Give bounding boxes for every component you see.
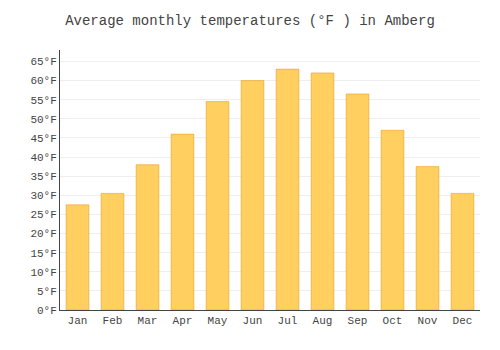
svg-text:35°F: 35°F: [30, 171, 56, 183]
svg-text:65°F: 65°F: [30, 56, 56, 68]
svg-text:40°F: 40°F: [30, 152, 56, 164]
svg-text:Mar: Mar: [138, 315, 158, 327]
svg-text:May: May: [208, 315, 228, 327]
svg-text:30°F: 30°F: [30, 190, 56, 202]
svg-text:25°F: 25°F: [30, 209, 56, 221]
svg-text:Jan: Jan: [68, 315, 88, 327]
svg-text:10°F: 10°F: [30, 267, 56, 279]
svg-text:45°F: 45°F: [30, 133, 56, 145]
svg-text:Dec: Dec: [453, 315, 473, 327]
svg-text:Aug: Aug: [313, 315, 333, 327]
svg-text:20°F: 20°F: [30, 228, 56, 240]
svg-text:Jun: Jun: [243, 315, 263, 327]
svg-text:5°F: 5°F: [37, 286, 57, 298]
svg-text:Jul: Jul: [278, 315, 298, 327]
svg-text:Apr: Apr: [173, 315, 193, 327]
svg-text:Average monthly temperatures (: Average monthly temperatures (°F ) in Am…: [65, 13, 435, 29]
svg-text:Oct: Oct: [383, 315, 403, 327]
svg-text:Feb: Feb: [103, 315, 123, 327]
svg-text:Nov: Nov: [418, 315, 438, 327]
svg-text:0°F: 0°F: [37, 305, 57, 317]
svg-text:60°F: 60°F: [30, 75, 56, 87]
svg-text:50°F: 50°F: [30, 114, 56, 126]
svg-text:15°F: 15°F: [30, 248, 56, 260]
svg-text:Sep: Sep: [348, 315, 368, 327]
svg-text:55°F: 55°F: [30, 95, 56, 107]
